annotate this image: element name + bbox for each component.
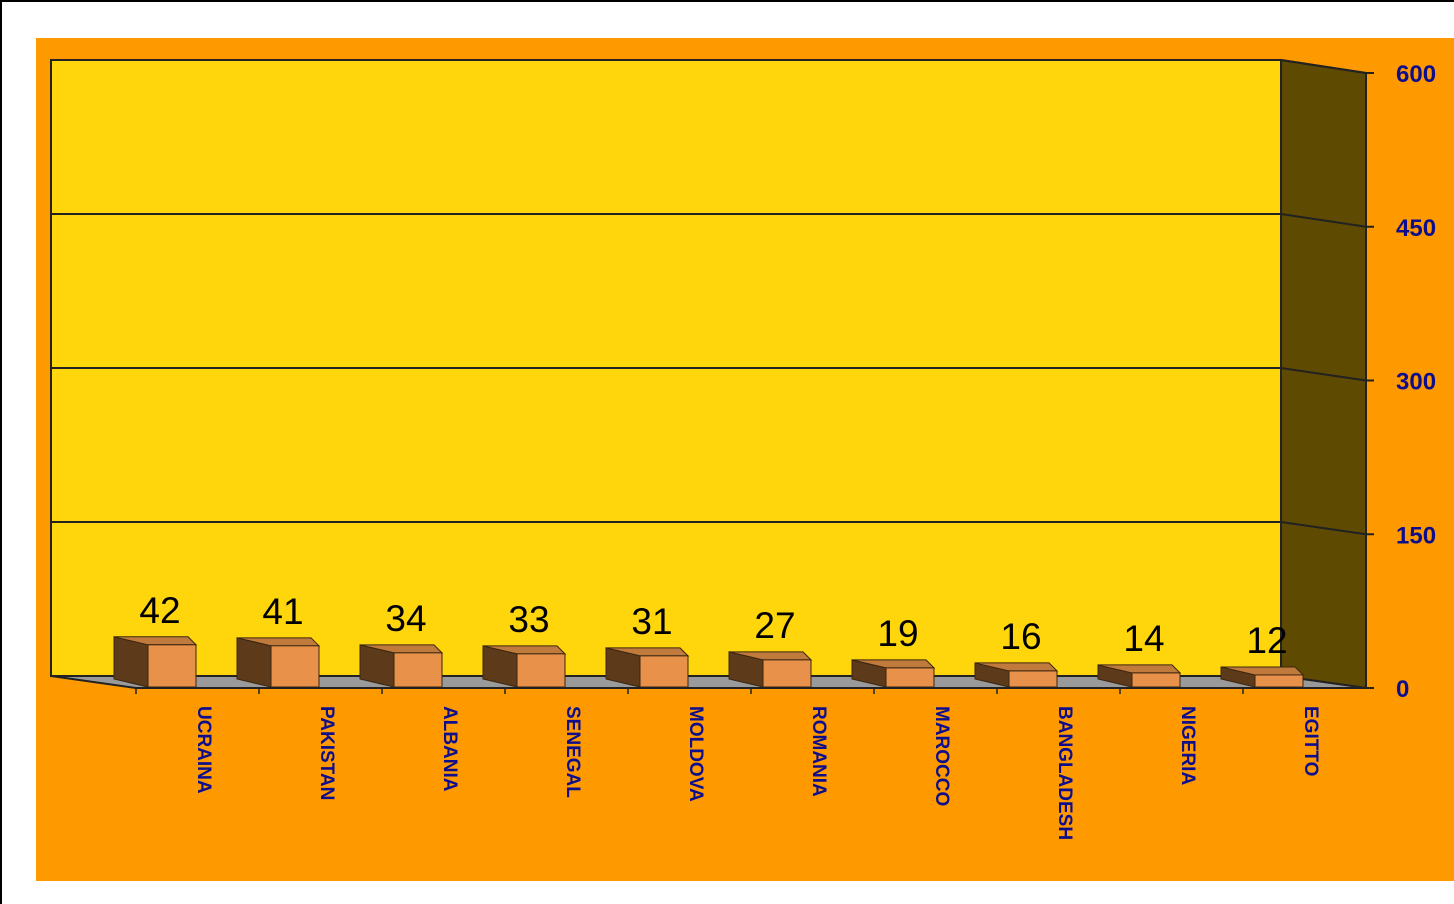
x-category-label: MAROCCO (931, 706, 952, 806)
value-label: 34 (385, 598, 426, 639)
value-labels: 42 41 34 33 31 27 19 16 14 12 (139, 590, 1287, 661)
bar-front (147, 644, 197, 688)
bar-front (762, 659, 812, 688)
gridlines (51, 59, 1367, 536)
bar (482, 645, 567, 688)
bar-front (516, 653, 566, 688)
plot-area (50, 58, 1367, 690)
y-tick-label: 300 (1396, 369, 1436, 396)
bar-front (885, 667, 935, 688)
x-category-label: BANGLADESH (1054, 706, 1075, 840)
value-label: 19 (877, 613, 918, 654)
value-label: 42 (139, 590, 180, 631)
bar (605, 647, 690, 688)
y-tick-label: 0 (1396, 676, 1409, 703)
x-category-label: UCRAINA (193, 706, 214, 794)
bar-front (1008, 670, 1058, 688)
value-label: 41 (262, 591, 303, 632)
x-category-label: PAKISTAN (316, 706, 337, 800)
x-category-label: ALBANIA (439, 706, 460, 792)
x-category-label: NIGERIA (1177, 706, 1198, 785)
value-label: 12 (1246, 620, 1287, 661)
value-label: 16 (1000, 616, 1041, 657)
bar (974, 662, 1059, 688)
value-label: 27 (754, 605, 795, 646)
gridline-side (1280, 213, 1367, 228)
gridline-side (1280, 521, 1367, 536)
bar (851, 659, 936, 688)
bar (1097, 664, 1182, 688)
x-category-label: EGITTO (1300, 706, 1321, 776)
x-category-label: ROMANIA (808, 706, 829, 797)
bar (1220, 666, 1305, 688)
bar (236, 637, 321, 688)
bar-front (1254, 674, 1304, 688)
bar-front (393, 652, 443, 688)
y-tick-label: 600 (1396, 61, 1436, 88)
value-label: 14 (1123, 618, 1164, 659)
x-category-label: MOLDOVA (685, 706, 706, 802)
bar-side (113, 636, 149, 688)
bar-front (639, 655, 689, 688)
y-tick-label: 150 (1396, 522, 1436, 549)
gridline-side (1280, 59, 1367, 74)
y-axis: 0 150 300 450 600 (1365, 61, 1436, 703)
bar-front (1131, 672, 1181, 688)
value-label: 33 (508, 599, 549, 640)
bar-side (236, 637, 272, 688)
bar (359, 644, 444, 688)
bar (113, 636, 198, 688)
x-axis: UCRAINA PAKISTAN ALBANIA SENEGAL MOLDOVA ROMA… (135, 687, 1366, 840)
bar (728, 651, 813, 688)
gridline-side (1280, 367, 1367, 382)
bar-front (270, 645, 320, 688)
bars (113, 636, 1305, 688)
value-label: 31 (631, 601, 672, 642)
x-category-label: SENEGAL (562, 706, 583, 798)
y-tick-label: 450 (1396, 215, 1436, 242)
